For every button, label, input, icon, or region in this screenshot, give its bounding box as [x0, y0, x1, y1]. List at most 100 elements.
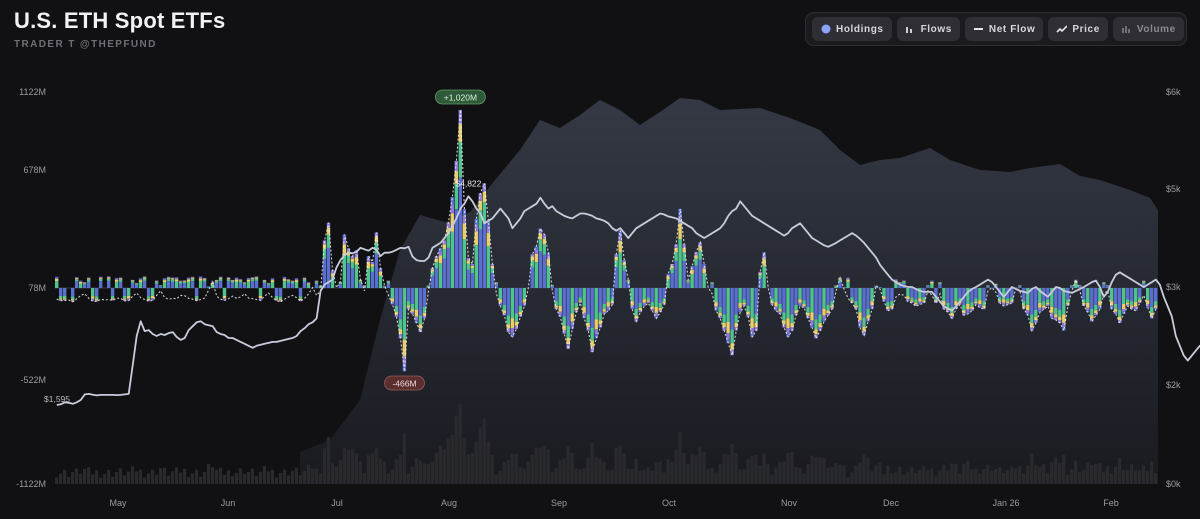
flow-bar [742, 299, 746, 303]
volume-bar [814, 457, 818, 484]
flow-bar [79, 280, 83, 282]
flow-bar [122, 288, 127, 296]
flow-bar [1086, 288, 1090, 303]
flow-bar [466, 263, 470, 270]
volume-bar [262, 466, 266, 484]
trend-icon [1056, 24, 1068, 35]
flow-bar [986, 286, 990, 288]
volume-toggle-button[interactable]: Volume [1112, 17, 1184, 41]
flow-bar [670, 265, 674, 269]
flow-bar [178, 280, 183, 282]
flow-bar [862, 326, 866, 332]
flow-bar [902, 281, 906, 282]
flow-bar [946, 288, 950, 303]
flow-bar [486, 246, 490, 288]
flow-bar [1018, 285, 1022, 287]
flow-bar [110, 295, 115, 299]
flow-bar [194, 298, 199, 300]
flow-bar [278, 299, 283, 301]
flow-bar [1098, 301, 1102, 306]
volume-bar [1010, 466, 1014, 484]
flow-bar [866, 288, 870, 309]
flow-bar [786, 318, 790, 328]
flow-bar [958, 298, 962, 302]
flow-bar [418, 315, 423, 325]
volume-bar [342, 448, 346, 484]
flow-bar [810, 320, 814, 325]
flow-bar [506, 315, 510, 325]
flow-bar [230, 280, 235, 282]
flow-bar [606, 302, 610, 307]
volume-bar [910, 467, 914, 484]
flow-bar [654, 315, 658, 319]
flow-bar [1094, 304, 1098, 311]
volume-bar [982, 469, 986, 484]
flow-bar [718, 288, 722, 307]
volume-bar [614, 448, 618, 484]
flow-bar [218, 278, 223, 281]
flow-bar [410, 309, 415, 312]
flow-bar [858, 320, 862, 325]
flow-bar [730, 329, 734, 343]
price-toggle-button[interactable]: Price [1048, 17, 1108, 41]
volume-bar [326, 437, 330, 484]
flow-bar [386, 280, 391, 282]
volume-bar [470, 453, 474, 484]
flow-bar [346, 248, 351, 252]
volume-bar [446, 438, 450, 484]
volume-bar [286, 475, 290, 484]
flow-bar [330, 276, 335, 288]
flow-bar [190, 281, 195, 288]
volume-bar [810, 455, 814, 484]
flow-bar [278, 300, 283, 302]
flow-bar [274, 288, 279, 296]
volume-bar [774, 467, 778, 484]
flow-bar [126, 298, 131, 300]
flow-bar [1146, 304, 1150, 307]
flow-bar [834, 286, 838, 288]
flow-bar [794, 288, 798, 305]
flow-bar [778, 304, 782, 310]
flow-bar [270, 279, 275, 281]
flow-bar [634, 308, 638, 316]
holdings-toggle-button[interactable]: Holdings [812, 17, 892, 41]
volume-bar [798, 467, 802, 484]
flow-bar [1130, 288, 1134, 302]
flow-bar [630, 301, 634, 306]
flow-bar [374, 242, 379, 254]
flow-bar [634, 288, 638, 309]
net-flow-toggle-button[interactable]: Net Flow [964, 17, 1044, 41]
flow-bar [414, 316, 419, 321]
flow-bar [466, 258, 470, 261]
flow-bar [294, 280, 299, 282]
flow-bar [510, 328, 514, 333]
flow-bar [462, 239, 466, 288]
flow-bar [1006, 303, 1010, 305]
volume-bar [662, 472, 666, 484]
flow-bar [534, 253, 538, 263]
volume-bar [722, 454, 726, 484]
flow-bar [1098, 288, 1102, 302]
flow-bar [314, 280, 319, 282]
volume-bar [1034, 465, 1038, 484]
flow-bar [442, 240, 446, 245]
volume-bar [490, 455, 494, 484]
volume-bar [562, 458, 566, 484]
flow-bar [626, 280, 630, 282]
flow-bar [266, 283, 271, 284]
flow-bar [710, 282, 714, 284]
flow-bar [986, 285, 990, 287]
volume-bar [334, 466, 338, 484]
flow-bar [690, 274, 694, 288]
flow-bar [450, 197, 454, 205]
volume-bar [930, 468, 934, 484]
y-axis-left-tick-label: 678M [23, 165, 46, 175]
flow-bar [1150, 312, 1154, 316]
flow-bar [63, 295, 67, 299]
flow-bar [834, 285, 838, 287]
flows-toggle-button[interactable]: Flows [896, 17, 960, 41]
flow-bar [654, 312, 658, 316]
flow-bar [586, 323, 590, 328]
flow-bar [822, 318, 826, 322]
flow-bar [1010, 301, 1014, 303]
